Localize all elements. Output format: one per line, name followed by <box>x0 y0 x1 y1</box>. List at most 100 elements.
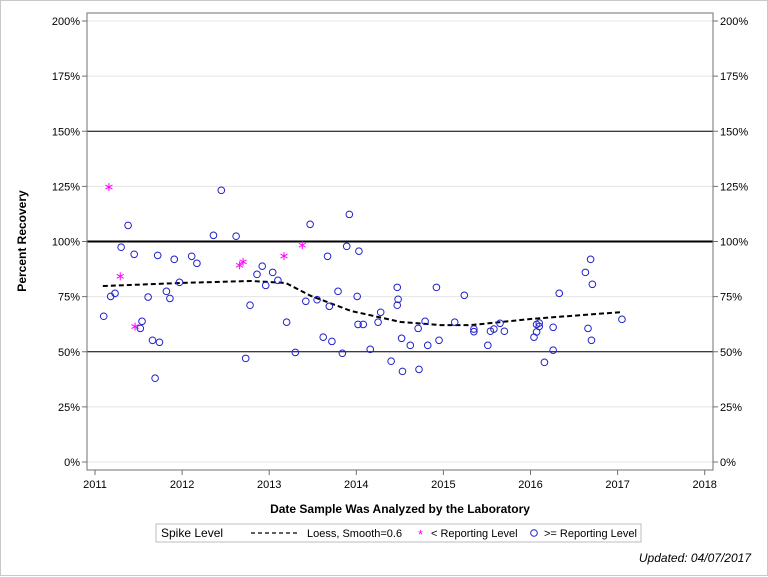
data-point-at-or-above-reporting <box>117 243 125 252</box>
data-point-at-or-above-reporting <box>588 280 597 289</box>
data-point-at-or-above-reporting <box>555 289 564 298</box>
axis-ticks: 0% 0% 25% 25% 50% 50% 75% 75% 100% 100% 125% 125% 15… <box>52 16 748 491</box>
data-point-at-or-above-reporting <box>490 325 498 333</box>
asterisk-stroke <box>131 324 139 330</box>
data-point-at-or-above-reporting <box>153 251 162 260</box>
data-point-at-or-above-reporting <box>354 320 362 329</box>
data-point-at-or-above-reporting <box>187 252 196 261</box>
asterisk-stroke <box>235 262 244 268</box>
data-point-at-or-above-reporting <box>345 210 354 219</box>
reference-lines <box>87 130 713 353</box>
data-point-at-or-above-reporting <box>355 247 363 256</box>
data-point-at-or-above-reporting <box>581 268 590 277</box>
data-point-at-or-above-reporting <box>414 324 422 333</box>
legend-circle-icon <box>530 529 538 537</box>
y-tick-label: 100% <box>52 237 80 249</box>
data-point-at-or-above-reporting <box>301 297 310 306</box>
data-point-at-or-above-reporting <box>540 358 549 367</box>
legend-below-label: < Reporting Level <box>431 528 518 540</box>
y-tick-label: 150% <box>52 126 80 138</box>
data-point-at-or-above-reporting <box>470 327 478 336</box>
data-point-at-or-above-reporting <box>111 289 119 298</box>
data-point-at-or-above-reporting <box>432 283 441 292</box>
data-point-at-or-above-reporting <box>374 318 382 327</box>
data-point-at-or-above-reporting <box>258 262 267 270</box>
data-point-at-or-above-reporting <box>394 295 402 304</box>
data-point-below-reporting <box>280 252 288 261</box>
data-point-at-or-above-reporting <box>393 301 402 310</box>
data-point-at-or-above-reporting <box>338 349 347 358</box>
data-point-at-or-above-reporting <box>366 345 375 354</box>
data-point-at-or-above-reporting <box>586 255 595 264</box>
y-axis-label: Percent Recovery <box>15 190 29 292</box>
data-point-below-reporting <box>235 261 244 270</box>
y-tick-label-right: 75% <box>720 292 742 304</box>
y-tick-label-right: 50% <box>720 347 742 359</box>
data-point-at-or-above-reporting <box>393 283 402 292</box>
data-point-at-or-above-reporting <box>435 336 443 345</box>
data-point-at-or-above-reporting <box>353 292 361 301</box>
y-tick-label: 25% <box>58 402 80 414</box>
data-marks <box>99 183 626 383</box>
data-point-at-or-above-reporting <box>170 255 179 264</box>
data-point-at-or-above-reporting <box>359 320 368 329</box>
data-point-at-or-above-reporting <box>587 336 596 345</box>
data-point-at-or-above-reporting <box>342 242 351 251</box>
data-point-at-or-above-reporting <box>291 348 300 357</box>
x-tick-label: 2013 <box>257 479 281 491</box>
data-point-at-or-above-reporting <box>175 278 184 287</box>
data-point-at-or-above-reporting <box>261 281 270 290</box>
data-point-at-or-above-reporting <box>415 365 423 374</box>
data-point-at-or-above-reporting <box>138 317 146 326</box>
x-tick-label: 2016 <box>518 479 542 491</box>
data-point-below-reporting <box>298 241 307 250</box>
x-tick-label: 2015 <box>431 479 455 491</box>
data-point-at-or-above-reporting <box>421 317 429 326</box>
data-point-at-or-above-reporting <box>549 323 557 332</box>
x-tick-label: 2014 <box>344 479 368 491</box>
data-point-at-or-above-reporting <box>496 319 504 328</box>
data-point-at-or-above-reporting <box>398 367 407 376</box>
data-point-at-or-above-reporting <box>144 293 152 301</box>
data-point-at-or-above-reporting <box>328 337 336 346</box>
data-point-at-or-above-reporting <box>535 319 544 327</box>
updated-date: Updated: 04/07/2017 <box>639 551 752 565</box>
data-point-at-or-above-reporting <box>193 259 201 268</box>
data-point-at-or-above-reporting <box>376 308 385 317</box>
y-tick-label-right: 200% <box>720 16 748 28</box>
y-tick-label: 200% <box>52 16 80 28</box>
y-tick-label-right: 25% <box>720 402 742 414</box>
data-point-at-or-above-reporting <box>166 294 174 303</box>
y-tick-label-right: 175% <box>720 71 748 83</box>
data-point-at-or-above-reporting <box>209 231 218 240</box>
y-tick-label: 125% <box>52 181 80 193</box>
data-point-at-or-above-reporting <box>241 354 250 363</box>
data-point-at-or-above-reporting <box>162 287 171 296</box>
data-point-at-or-above-reporting <box>484 341 492 350</box>
legend: Spike Level Loess, Smooth=0.6 * < Report… <box>155 523 642 543</box>
data-point-at-or-above-reporting <box>306 220 314 229</box>
y-tick-label: 0% <box>64 457 80 469</box>
x-axis-label: Date Sample Was Analyzed by the Laborato… <box>270 502 530 516</box>
data-point-at-or-above-reporting <box>151 374 159 383</box>
data-point-at-or-above-reporting <box>99 312 108 321</box>
data-point-at-or-above-reporting <box>282 318 291 327</box>
data-point-at-or-above-reporting <box>130 250 138 259</box>
data-point-at-or-above-reporting <box>155 338 164 347</box>
asterisk-stroke <box>105 184 113 190</box>
data-point-at-or-above-reporting <box>500 327 509 336</box>
asterisk-stroke <box>239 259 247 265</box>
data-point-at-or-above-reporting <box>470 325 478 333</box>
legend-asterisk-icon: * <box>418 527 423 542</box>
data-point-at-or-above-reporting <box>274 276 282 285</box>
data-point-at-or-above-reporting <box>406 341 415 350</box>
data-point-at-or-above-reporting <box>584 324 592 333</box>
data-point-at-or-above-reporting <box>148 336 157 345</box>
data-point-below-reporting <box>239 257 247 266</box>
data-point-at-or-above-reporting <box>530 333 538 341</box>
x-tick-label: 2012 <box>170 479 194 491</box>
asterisk-stroke <box>116 273 125 279</box>
x-tick-label: 2017 <box>605 479 629 491</box>
